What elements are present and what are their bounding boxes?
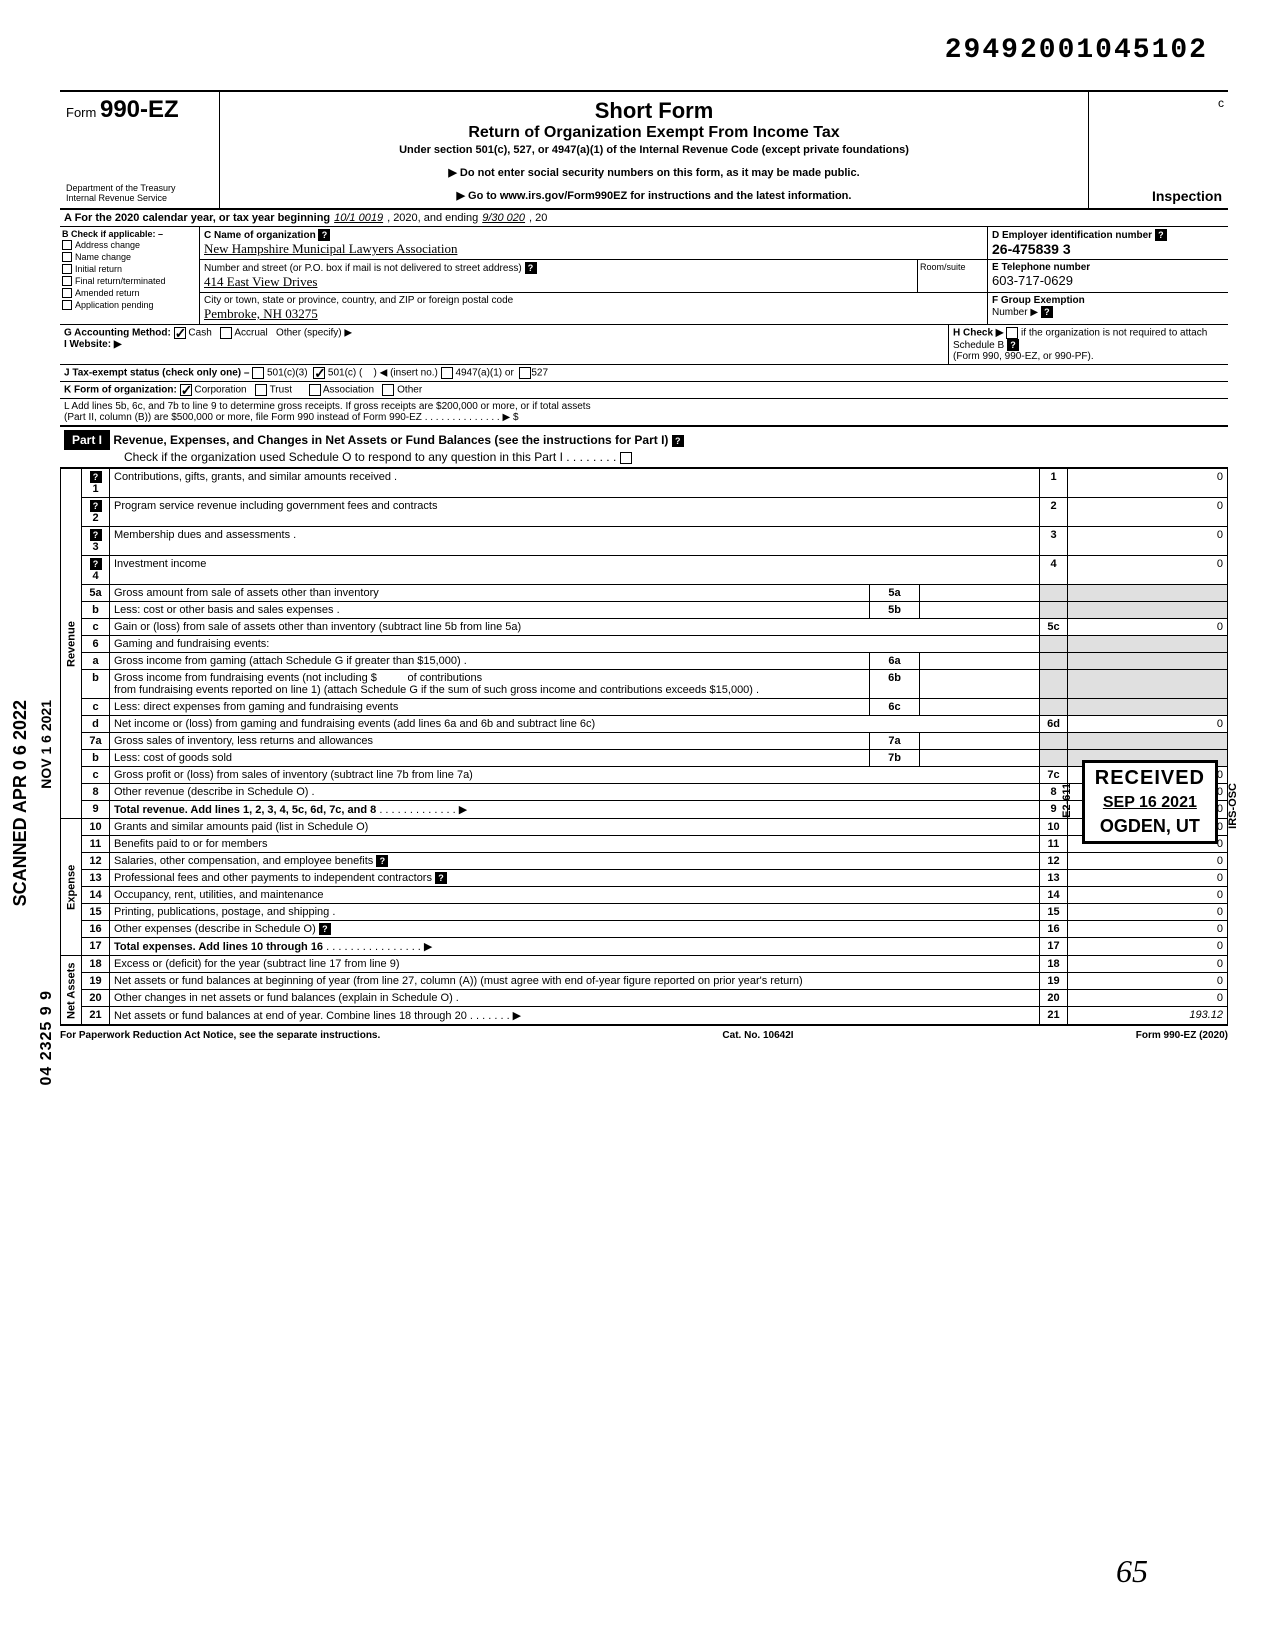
corp-checkbox[interactable] <box>180 384 192 396</box>
address: 414 East View Drives <box>204 274 317 289</box>
org-name: New Hampshire Municipal Lawyers Associat… <box>204 241 457 256</box>
revenue-label: Revenue <box>61 469 82 819</box>
assoc-checkbox[interactable] <box>309 384 321 396</box>
527-checkbox[interactable] <box>519 367 531 379</box>
expense-label: Expense <box>61 819 82 956</box>
501c3-checkbox[interactable] <box>252 367 264 379</box>
accrual-checkbox[interactable] <box>220 327 232 339</box>
row-k: K Form of organization: Corporation Trus… <box>60 382 1228 399</box>
help-icon: ? <box>1041 306 1053 318</box>
document-number: 29492001045102 <box>945 35 1208 66</box>
inspection-label: Inspection <box>1152 188 1222 204</box>
lines-table: Revenue ? 1 Contributions, gifts, grants… <box>60 468 1228 1025</box>
help-icon: ? <box>525 262 537 274</box>
dept-treasury: Department of the Treasury Internal Reve… <box>66 184 213 204</box>
schedule-o-checkbox[interactable] <box>620 452 632 464</box>
help-icon: ? <box>318 229 330 241</box>
scanned-stamp: SCANNED APR 0 6 2022 <box>10 700 31 906</box>
help-icon: ? <box>435 872 447 884</box>
4947-checkbox[interactable] <box>441 367 453 379</box>
row-a: A For the 2020 calendar year, or tax yea… <box>60 210 1228 227</box>
footer: For Paperwork Reduction Act Notice, see … <box>60 1025 1228 1045</box>
help-icon: ? <box>319 923 331 935</box>
received-stamp: RECEIVED SEP 16 2021 OGDEN, UT E2-611 IR… <box>1082 760 1218 844</box>
help-icon: ? <box>1155 229 1167 241</box>
side-number: 04 2325 9 9 <box>38 990 56 1086</box>
form-title: Short Form <box>230 98 1078 124</box>
phone: 603-717-0629 <box>992 273 1073 288</box>
ein: 26-475839 3 <box>992 241 1071 257</box>
nov-stamp: NOV 1 6 2021 <box>38 700 54 789</box>
section-bcdef: B Check if applicable: – Address change … <box>60 227 1228 325</box>
row-g-h: G Accounting Method: Cash Accrual Other … <box>60 325 1228 365</box>
help-icon: ? <box>376 855 388 867</box>
form-number: Form 990-EZ <box>66 96 213 124</box>
part1-header: Part I Revenue, Expenses, and Changes in… <box>60 427 1228 468</box>
ssn-note: ▶ Do not enter social security numbers o… <box>230 166 1078 179</box>
col-b: B Check if applicable: – Address change … <box>60 227 200 324</box>
form-header: Form 990-EZ Department of the Treasury I… <box>60 90 1228 210</box>
city-state-zip: Pembroke, NH 03275 <box>204 306 318 321</box>
omb-c: c <box>1093 96 1224 110</box>
row-l: L Add lines 5b, 6c, and 7b to line 9 to … <box>60 399 1228 427</box>
cash-checkbox[interactable] <box>174 327 186 339</box>
room-suite: Room/suite <box>918 260 988 292</box>
help-icon: ? <box>672 435 684 447</box>
other-checkbox[interactable] <box>382 384 394 396</box>
handwritten-65: 65 <box>1116 1553 1148 1590</box>
row-j: J Tax-exempt status (check only one) – 5… <box>60 365 1228 382</box>
goto-note: ▶ Go to www.irs.gov/Form990EZ for instru… <box>230 189 1078 202</box>
form-subtitle: Return of Organization Exempt From Incom… <box>230 124 1078 142</box>
netassets-label: Net Assets <box>61 956 82 1025</box>
trust-checkbox[interactable] <box>255 384 267 396</box>
form-under: Under section 501(c), 527, or 4947(a)(1)… <box>230 144 1078 156</box>
schedule-b-checkbox[interactable] <box>1006 327 1018 339</box>
help-icon: ? <box>1007 339 1019 351</box>
501c-checkbox[interactable] <box>313 367 325 379</box>
